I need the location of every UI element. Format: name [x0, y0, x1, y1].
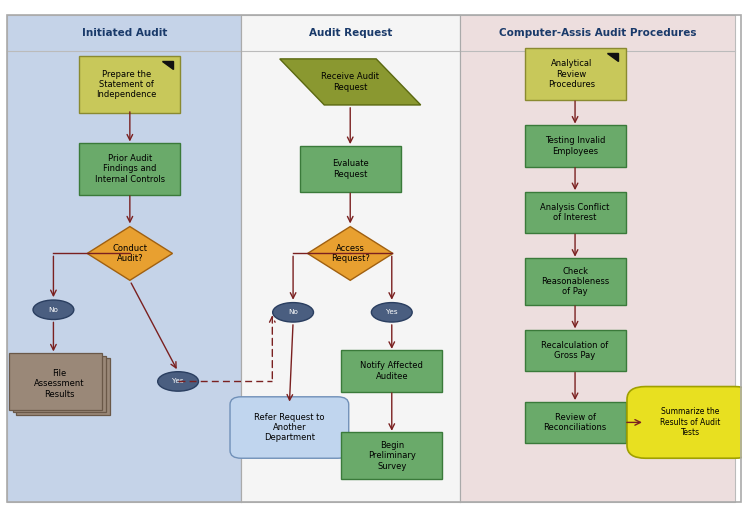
Text: Review of
Reconciliations: Review of Reconciliations: [543, 413, 607, 432]
FancyBboxPatch shape: [13, 355, 106, 413]
Text: Initiated Audit: Initiated Audit: [82, 28, 167, 38]
Text: Check
Reasonableness
of Pay: Check Reasonableness of Pay: [541, 267, 609, 296]
FancyBboxPatch shape: [79, 143, 180, 195]
Text: Receive Audit
Request: Receive Audit Request: [321, 72, 379, 92]
FancyBboxPatch shape: [230, 397, 349, 458]
Polygon shape: [88, 226, 172, 281]
Text: Yes: Yes: [172, 378, 184, 385]
Ellipse shape: [157, 372, 198, 391]
FancyBboxPatch shape: [525, 192, 626, 233]
Text: File
Assessment
Results: File Assessment Results: [34, 369, 85, 399]
Polygon shape: [162, 61, 173, 69]
Text: Recalculation of
Gross Pay: Recalculation of Gross Pay: [542, 341, 608, 360]
Ellipse shape: [33, 300, 73, 319]
Text: Evaluate
Request: Evaluate Request: [332, 159, 369, 179]
FancyBboxPatch shape: [7, 15, 241, 502]
Text: Begin
Preliminary
Survey: Begin Preliminary Survey: [368, 441, 416, 471]
FancyBboxPatch shape: [627, 387, 742, 458]
Text: Notify Affected
Auditee: Notify Affected Auditee: [361, 361, 423, 381]
Polygon shape: [280, 59, 421, 105]
Text: Summarize the
Results of Audit
Tests: Summarize the Results of Audit Tests: [660, 408, 720, 437]
Text: Yes: Yes: [386, 309, 398, 315]
Text: Prepare the
Statement of
Independence: Prepare the Statement of Independence: [96, 70, 157, 99]
Text: Analysis Conflict
of Interest: Analysis Conflict of Interest: [540, 203, 610, 222]
FancyBboxPatch shape: [460, 15, 735, 502]
FancyBboxPatch shape: [341, 432, 442, 479]
Ellipse shape: [372, 303, 413, 322]
FancyBboxPatch shape: [525, 258, 626, 305]
Text: Testing Invalid
Employees: Testing Invalid Employees: [545, 136, 605, 156]
Text: Prior Audit
Findings and
Internal Controls: Prior Audit Findings and Internal Contro…: [95, 154, 165, 184]
FancyBboxPatch shape: [525, 330, 626, 372]
FancyBboxPatch shape: [525, 49, 626, 100]
FancyBboxPatch shape: [16, 358, 110, 415]
Polygon shape: [307, 226, 393, 281]
Ellipse shape: [272, 303, 313, 322]
Polygon shape: [607, 53, 618, 61]
FancyBboxPatch shape: [241, 15, 460, 502]
FancyBboxPatch shape: [341, 350, 442, 392]
FancyBboxPatch shape: [300, 145, 401, 192]
Text: Refer Request to
Another
Department: Refer Request to Another Department: [254, 413, 325, 442]
Text: Audit Request: Audit Request: [309, 28, 393, 38]
FancyBboxPatch shape: [525, 401, 626, 443]
Text: No: No: [288, 309, 298, 315]
Text: No: No: [48, 307, 59, 313]
FancyBboxPatch shape: [525, 125, 626, 167]
Text: Computer-Assis Audit Procedures: Computer-Assis Audit Procedures: [499, 28, 696, 38]
FancyBboxPatch shape: [79, 56, 180, 113]
Text: Access
Request?: Access Request?: [331, 244, 370, 263]
Text: Analytical
Review
Procedures: Analytical Review Procedures: [548, 59, 595, 89]
Text: Conduct
Audit?: Conduct Audit?: [112, 244, 148, 263]
FancyBboxPatch shape: [9, 353, 102, 410]
